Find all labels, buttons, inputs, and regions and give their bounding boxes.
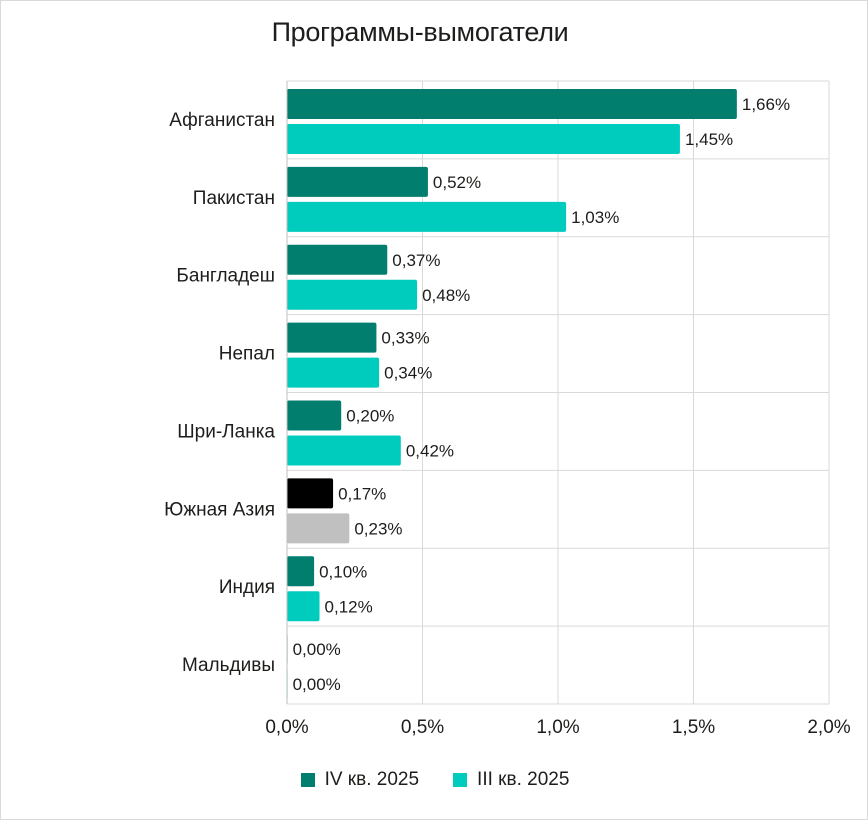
category-label: Бангладеш	[176, 266, 275, 287]
category-label: Пакистан	[193, 188, 275, 209]
x-tick-label: 0,5%	[401, 717, 444, 738]
data-label: 1,45%	[685, 130, 733, 149]
bar-chart: 0,0% 0,5% 1,0% 1,5% 2,0% 1,66% 1,45% Афганистан…	[164, 80, 851, 738]
category-label: Индия	[219, 577, 275, 598]
bar-1	[287, 556, 315, 587]
category-label: Южная Азия	[164, 499, 275, 520]
legend-label-series-2: III кв. 2025	[477, 769, 570, 790]
data-label: 0,10%	[319, 562, 367, 581]
bar-1	[287, 166, 428, 197]
category-label: Афганистан	[169, 110, 275, 131]
data-label: 0,23%	[354, 519, 402, 538]
bar-1	[287, 244, 388, 275]
bar-2	[287, 591, 320, 622]
bar-1	[287, 400, 342, 431]
data-label: 0,42%	[406, 442, 454, 461]
bar-1	[287, 478, 334, 509]
legend-item-series-1: IV кв. 2025	[300, 769, 420, 791]
x-tick-label: 2,0%	[807, 717, 850, 738]
bar-2	[287, 357, 380, 388]
data-label: 0,48%	[422, 286, 470, 305]
category-label: Шри-Ланка	[177, 421, 275, 442]
data-label: 1,03%	[571, 208, 619, 227]
data-label: 0,37%	[392, 251, 440, 270]
x-tick-label: 0,0%	[265, 717, 308, 738]
legend: IV кв. 2025 III кв. 2025	[1, 769, 868, 791]
bar-2	[287, 124, 680, 154]
data-label: 0,00%	[293, 640, 341, 659]
bar-2	[287, 513, 350, 544]
category-label: Мальдивы	[182, 655, 275, 676]
data-label: 0,34%	[384, 364, 432, 383]
legend-item-series-2: III кв. 2025	[453, 769, 569, 791]
legend-swatch-series-2	[453, 773, 468, 787]
x-tick-label: 1,0%	[536, 717, 579, 738]
data-label: 0,12%	[325, 597, 373, 616]
data-label: 1,66%	[742, 95, 790, 114]
data-label: 0,20%	[346, 407, 394, 426]
bar-2	[287, 279, 418, 310]
legend-swatch-series-1	[300, 773, 315, 787]
bar-2	[287, 201, 567, 232]
bar-2	[287, 435, 401, 466]
bar-1	[287, 89, 737, 119]
data-label: 0,33%	[381, 329, 429, 348]
bar-1	[287, 322, 377, 353]
data-label: 0,17%	[338, 484, 386, 503]
data-label: 0,52%	[433, 173, 481, 192]
data-label: 0,00%	[293, 675, 341, 694]
category-label: Непал	[219, 344, 275, 365]
x-tick-label: 1,5%	[672, 717, 715, 738]
legend-label-series-1: IV кв. 2025	[324, 769, 420, 790]
chart-title: Программы-вымогатели	[271, 17, 569, 47]
